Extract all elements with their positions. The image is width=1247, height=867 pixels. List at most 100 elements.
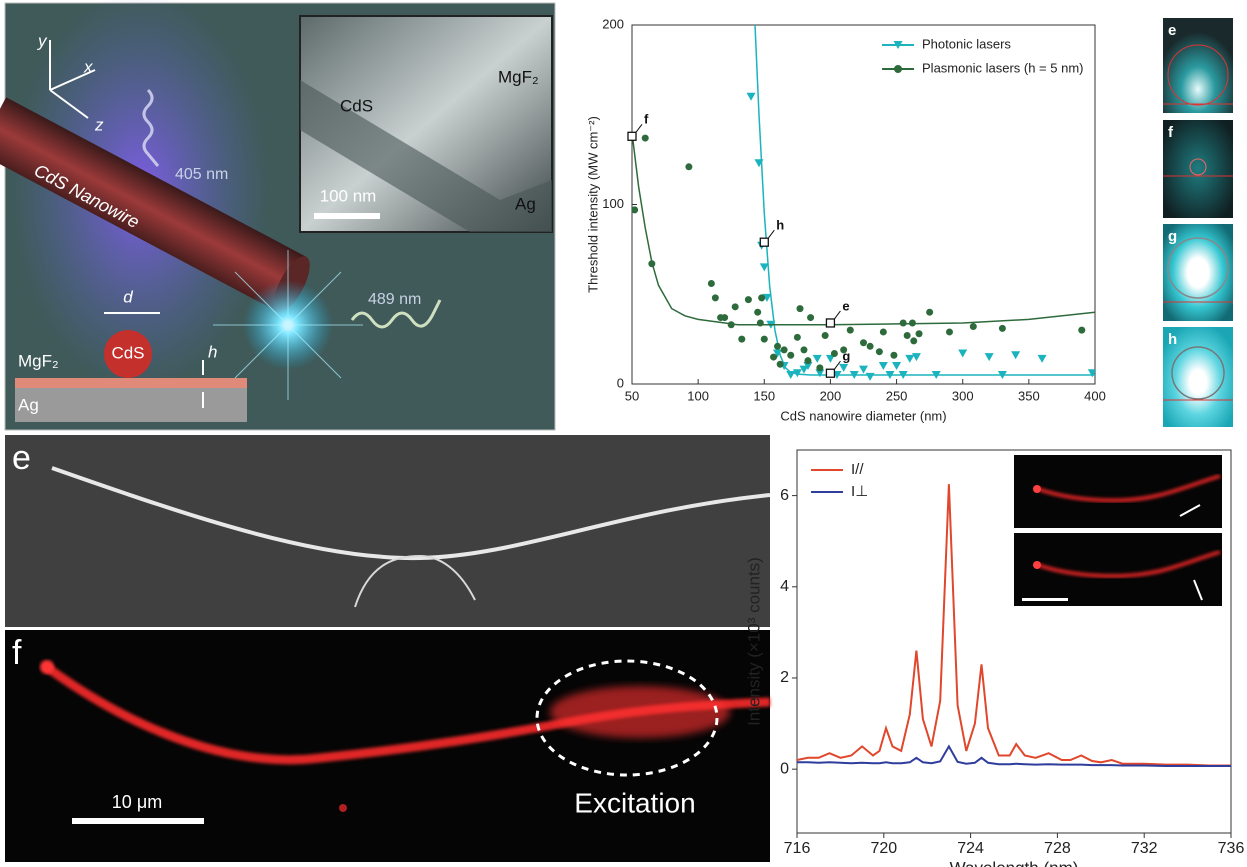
annotation-leader <box>834 361 840 369</box>
y-axis-label: Intensity (×10³ counts) <box>744 557 763 726</box>
data-point <box>905 355 914 363</box>
data-point <box>770 354 777 361</box>
annotation-marker <box>826 369 834 377</box>
data-point <box>728 321 735 328</box>
data-point <box>685 163 692 170</box>
data-point <box>999 325 1006 332</box>
x-tick-label: 300 <box>952 388 974 403</box>
data-point <box>797 305 804 312</box>
y-tick-label: 200 <box>602 16 624 31</box>
y-tick-label: 2 <box>780 669 789 686</box>
inset-label: CdS <box>340 96 373 115</box>
data-point <box>847 327 854 334</box>
data-point <box>757 319 764 326</box>
data-point <box>1011 351 1020 359</box>
fluorescence-glow <box>550 686 730 738</box>
legend-label: I⊥ <box>851 483 868 500</box>
data-point <box>892 362 901 370</box>
x-tick-label: 50 <box>625 388 639 403</box>
fluorescence-spot <box>339 804 347 812</box>
legend-label: Plasmonic lasers (h = 5 nm) <box>922 60 1083 75</box>
y-tick-label: 4 <box>780 578 789 595</box>
x-tick-label: 736 <box>1218 840 1245 857</box>
data-point <box>867 343 874 350</box>
data-point <box>732 303 739 310</box>
sem-inset: CdS MgF₂ Ag 100 nm <box>300 16 552 232</box>
x-tick-label: 200 <box>820 388 842 403</box>
data-point <box>774 343 781 350</box>
x-tick-label: 720 <box>870 840 897 857</box>
panel-letter: e <box>12 439 31 477</box>
annotation-leader <box>834 311 840 319</box>
spectrum-inset <box>1014 455 1222 606</box>
data-point <box>904 332 911 339</box>
fit-line <box>755 25 1095 375</box>
annotation-marker <box>628 132 636 140</box>
annotation-label: g <box>842 349 850 364</box>
particle-label: CdS <box>111 343 144 362</box>
data-point <box>807 314 814 321</box>
data-point <box>912 353 921 361</box>
figure: y x z 405 nm CdS Nanowire 489 nm d CdS h… <box>0 0 1247 867</box>
y-tick-label: 0 <box>780 760 789 777</box>
emission-label: 489 nm <box>368 291 421 308</box>
annotation-marker <box>826 319 834 327</box>
data-point <box>721 314 728 321</box>
fit-line <box>632 133 1095 325</box>
data-point <box>985 353 994 361</box>
data-point <box>813 355 822 363</box>
metal-layer <box>15 388 247 422</box>
panel-letter: h <box>1168 331 1177 348</box>
inset-label: MgF₂ <box>498 67 539 86</box>
data-point <box>786 371 795 379</box>
inset-label: Ag <box>515 194 536 213</box>
data-point <box>970 323 977 330</box>
data-point <box>781 346 788 353</box>
x-tick-label: 728 <box>1044 840 1071 857</box>
axis-label: z <box>94 115 104 134</box>
excitation-label: Excitation <box>574 787 695 818</box>
data-point <box>648 260 655 267</box>
mode-panels: e f g h <box>1163 18 1233 427</box>
data-point <box>859 366 868 374</box>
axis-label: x <box>83 57 93 76</box>
annotation-leader <box>768 230 774 238</box>
data-point <box>800 346 807 353</box>
micrographs: e Excitation 10 μm f <box>5 435 770 862</box>
layer-label: Ag <box>18 395 39 414</box>
y-tick-label: 100 <box>602 196 624 211</box>
data-point <box>909 319 916 326</box>
data-point <box>916 330 923 337</box>
data-point <box>839 364 848 372</box>
data-point <box>890 352 897 359</box>
data-point <box>747 93 756 101</box>
data-point <box>760 263 769 271</box>
panel-letter: e <box>1168 22 1176 39</box>
data-point <box>642 135 649 142</box>
data-point <box>758 294 765 301</box>
data-point <box>712 294 719 301</box>
scale-bar <box>72 818 204 824</box>
legend-label: I// <box>851 461 864 478</box>
legend-label: Photonic lasers <box>922 36 1011 51</box>
x-tick-label: 250 <box>886 388 908 403</box>
data-point <box>1088 369 1097 377</box>
data-point <box>761 336 768 343</box>
x-tick-label: 350 <box>1018 388 1040 403</box>
annotation-label: h <box>776 218 784 233</box>
emission-rays <box>213 250 363 400</box>
data-point <box>631 206 638 213</box>
data-point <box>860 339 867 346</box>
data-point <box>794 334 801 341</box>
data-point <box>816 364 823 371</box>
annotation-leader <box>636 124 642 132</box>
y-tick-label: 6 <box>780 487 789 504</box>
data-point <box>822 332 829 339</box>
data-point <box>946 328 953 335</box>
x-tick-label: 150 <box>753 388 775 403</box>
schematic: y x z 405 nm CdS Nanowire 489 nm d CdS h… <box>0 0 555 430</box>
y-axis-label: Threshold intensity (MW cm⁻²) <box>585 116 600 293</box>
data-point <box>879 362 888 370</box>
data-point <box>958 349 967 357</box>
y-tick-label: 0 <box>617 375 624 390</box>
